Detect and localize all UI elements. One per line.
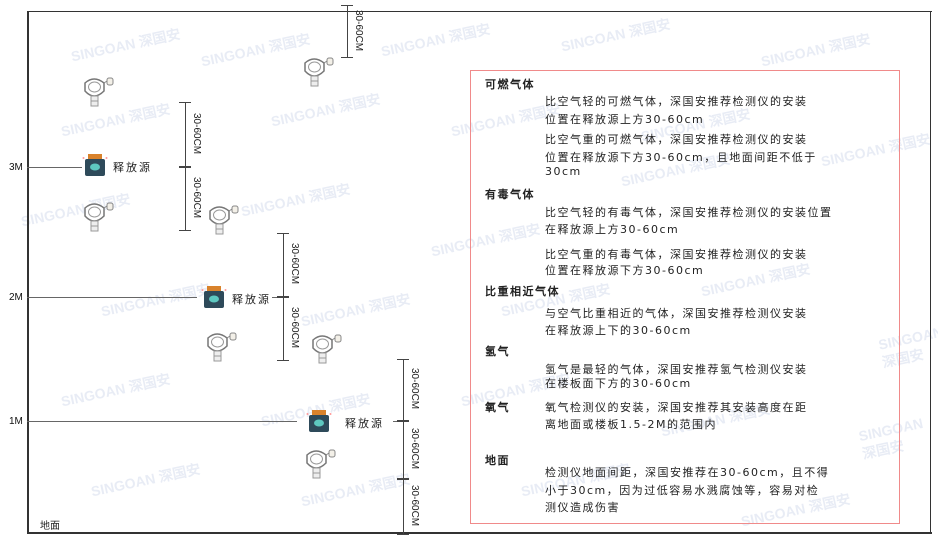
wall-line xyxy=(27,11,29,533)
dimension-line xyxy=(277,233,289,297)
note-line: 在释放源上下的30-60cm xyxy=(545,324,692,337)
note-line: 检测仪地面间距，深国安推荐在30-60cm，且不得 xyxy=(545,466,830,479)
note-line: 与空气比重相近的气体，深国安推荐检测仪安装 xyxy=(545,307,808,320)
note-heading: 比重相近气体 xyxy=(485,285,560,298)
dimension-label: 30-60CM xyxy=(289,307,300,349)
level-1m-line xyxy=(27,421,297,422)
floor-line xyxy=(27,532,932,534)
level-2m-line xyxy=(27,297,197,298)
note-line: 位置在释放源下方30-60cm，且地面间距不低于 xyxy=(545,151,817,164)
watermark: SINGOAN 深国安 xyxy=(759,30,872,70)
release-source-icon xyxy=(82,153,108,177)
note-line: 测仪造成伤害 xyxy=(545,501,620,514)
dimension-label: 30-60CM xyxy=(289,243,300,285)
dimension-label: 30-60CM xyxy=(191,112,202,154)
note-heading: 氧气 xyxy=(485,401,510,414)
watermark: SINGOAN 深国安 xyxy=(99,280,212,320)
watermark: SINGOAN 深国安 xyxy=(69,25,182,65)
dimension-line xyxy=(277,297,289,361)
note-heading: 氢气 xyxy=(485,345,510,358)
gas-detector-icon xyxy=(80,75,114,109)
note-line: 氢气是最轻的气体，深国安推荐氢气检测仪安装 xyxy=(545,363,808,376)
note-line: 小于30cm，因为过低容易水溅腐蚀等，容易对检 xyxy=(545,484,820,497)
release-source-label: 释放源 xyxy=(345,417,384,430)
gas-detector-icon xyxy=(302,447,336,481)
level-2m-label: 2M xyxy=(9,292,23,303)
level-3m-label: 3M xyxy=(9,162,23,173)
dimension-line xyxy=(397,359,409,421)
note-line: 比空气轻的有毒气体，深国安推荐检测仪的安装位置 xyxy=(545,206,833,219)
note-line: 位置在释放源上方30-60cm xyxy=(545,113,705,126)
note-heading: 地面 xyxy=(485,454,510,467)
note-line: 在释放源上方30-60cm xyxy=(545,223,680,236)
gas-detector-icon xyxy=(308,332,342,366)
note-line: 位置在释放源下方30-60cm xyxy=(545,264,705,277)
watermark: SINGOAN 深国安 xyxy=(19,190,132,230)
release-source-label: 释放源 xyxy=(232,293,271,306)
level-3m-line xyxy=(27,167,82,168)
notes-box xyxy=(470,70,900,524)
dimension-label: 30-60CM xyxy=(409,368,420,410)
release-source-icon xyxy=(306,409,332,433)
note-line: 在楼板面下方的30-60cm xyxy=(545,377,692,390)
watermark: SINGOAN 深国安 xyxy=(59,370,172,410)
dimension-label: 30-60CM xyxy=(353,9,364,51)
note-heading: 可燃气体 xyxy=(485,78,535,91)
right-border xyxy=(930,11,931,533)
dimension-line xyxy=(341,5,353,58)
watermark: SINGOAN 深国安 xyxy=(239,180,352,220)
dimension-label: 30-60CM xyxy=(409,428,420,470)
dimension-line xyxy=(179,167,191,231)
gas-detector-icon xyxy=(203,330,237,364)
release-source-label: 释放源 xyxy=(113,161,152,174)
dimension-label: 30-60CM xyxy=(409,485,420,527)
level-1m-label: 1M xyxy=(9,416,23,427)
watermark: SINGOAN 深国安 xyxy=(299,290,412,330)
gas-detector-icon xyxy=(80,200,114,234)
note-line: 比空气轻的可燃气体，深国安推荐检测仪的安装 xyxy=(545,95,808,108)
gas-detector-icon xyxy=(205,203,239,237)
watermark: SINGOAN 深国安 xyxy=(559,15,672,55)
watermark: SINGOAN 深国安 xyxy=(89,460,202,500)
watermark: SINGOAN 深国安 xyxy=(199,30,312,70)
dimension-label: 30-60CM xyxy=(191,177,202,219)
watermark: SINGOAN 深国安 xyxy=(379,20,492,60)
note-line: 离地面或楼板1.5-2M的范围内 xyxy=(545,418,717,431)
ceiling-line xyxy=(27,11,932,12)
dimension-line xyxy=(397,421,409,479)
note-line: 30cm xyxy=(545,165,582,178)
note-heading: 有毒气体 xyxy=(485,188,535,201)
release-source-icon xyxy=(201,285,227,309)
ground-label: 地面 xyxy=(40,521,60,532)
dimension-line xyxy=(397,479,409,535)
note-line: 比空气重的有毒气体，深国安推荐检测仪的安装 xyxy=(545,248,808,261)
note-line: 氧气检测仪的安装，深国安推荐其安装高度在距 xyxy=(545,401,808,414)
watermark: SINGOAN 深国安 xyxy=(269,90,382,130)
watermark: SINGOAN 深国安 xyxy=(59,100,172,140)
note-line: 比空气重的可燃气体，深国安推荐检测仪的安装 xyxy=(545,133,808,146)
dimension-line xyxy=(179,102,191,167)
gas-detector-icon xyxy=(300,55,334,89)
